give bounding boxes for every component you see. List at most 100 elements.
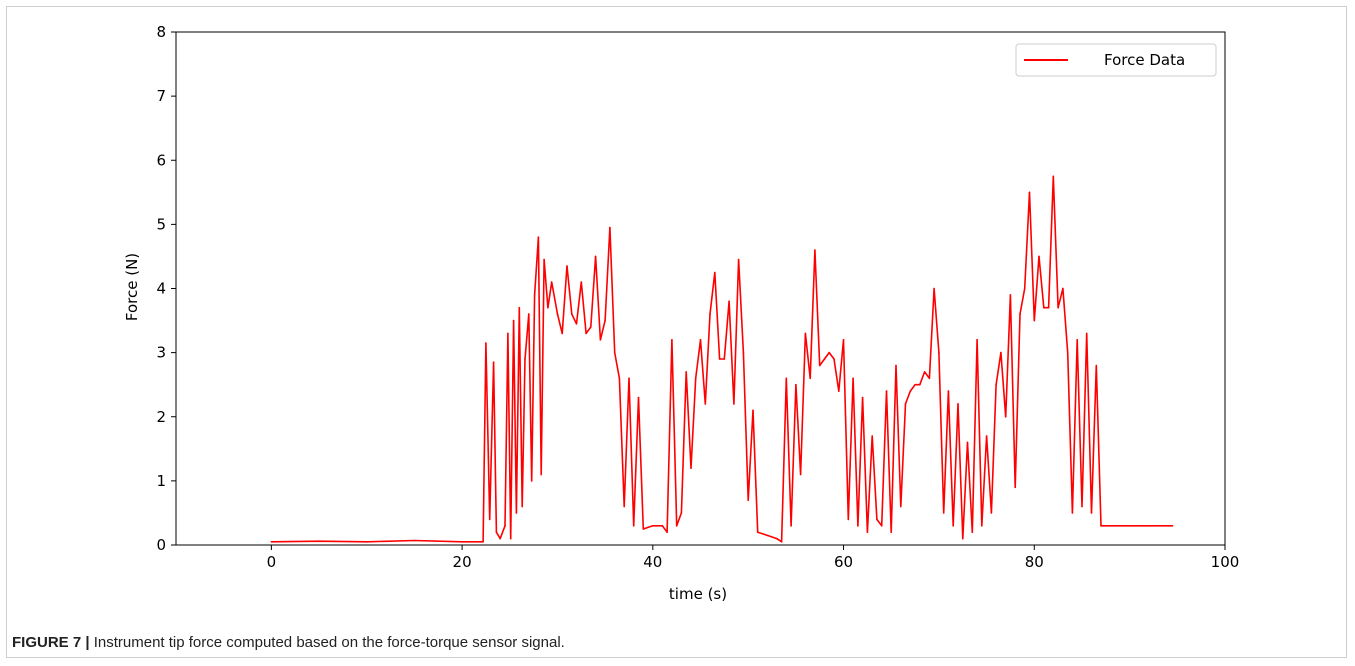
data-point <box>1128 525 1131 527</box>
data-point <box>604 319 606 322</box>
series-line-force-data <box>271 175 1173 543</box>
data-point <box>1057 306 1059 309</box>
data-point <box>533 294 536 296</box>
data-point <box>1052 175 1055 178</box>
data-point <box>833 358 835 360</box>
legend-label-force-data: Force Data <box>1104 51 1185 69</box>
x-tick-label: 80 <box>1025 553 1044 571</box>
data-point <box>530 480 533 482</box>
data-point <box>871 435 873 437</box>
data-point <box>685 371 687 373</box>
data-point <box>952 525 954 527</box>
data-point <box>995 383 997 386</box>
y-tick-label: 6 <box>156 151 166 169</box>
data-point <box>1023 287 1026 290</box>
data-point <box>866 531 869 533</box>
data-point <box>971 531 974 533</box>
data-point <box>919 383 921 386</box>
data-point <box>482 541 484 543</box>
data-point <box>699 339 702 341</box>
data-point <box>1062 287 1064 290</box>
data-point <box>1090 512 1093 514</box>
data-point <box>990 512 993 514</box>
legend-box <box>1015 43 1217 77</box>
y-tick-label: 7 <box>156 87 166 105</box>
data-point <box>495 531 498 533</box>
data-point <box>561 332 563 335</box>
data-point <box>365 541 368 543</box>
data-point <box>766 534 769 537</box>
data-point <box>540 473 542 476</box>
data-point <box>547 306 549 309</box>
data-point <box>1019 313 1021 315</box>
data-point <box>590 326 592 328</box>
data-point <box>690 467 692 469</box>
x-tick-label: 20 <box>453 553 472 571</box>
data-point <box>623 505 625 508</box>
data-point <box>1043 306 1045 309</box>
data-point <box>947 390 950 392</box>
data-point <box>923 371 926 373</box>
data-point <box>1047 306 1050 309</box>
data-point <box>942 512 945 514</box>
data-point <box>842 339 845 341</box>
data-point <box>876 518 878 521</box>
data-point <box>1000 351 1002 354</box>
data-point <box>909 390 912 392</box>
data-point <box>599 339 602 341</box>
data-point <box>785 377 788 380</box>
plot-area-frame <box>175 31 1226 546</box>
data-point <box>507 332 509 335</box>
figure-caption-label: FIGURE 7 | <box>12 634 90 651</box>
data-point <box>461 541 463 543</box>
x-tick-label: 40 <box>643 553 662 571</box>
data-point <box>1009 294 1012 296</box>
data-point <box>938 351 940 354</box>
data-point <box>747 499 749 501</box>
data-point <box>804 332 807 335</box>
data-point <box>1095 364 1098 367</box>
data-point <box>521 505 523 508</box>
data-point <box>1033 319 1036 322</box>
data-point <box>413 539 416 542</box>
figure-frame <box>6 6 1347 658</box>
data-point <box>618 377 621 380</box>
data-point <box>981 525 983 527</box>
data-point <box>828 351 830 354</box>
data-point <box>270 541 273 543</box>
data-point <box>543 258 545 261</box>
data-point <box>671 339 673 341</box>
data-point <box>528 313 530 315</box>
data-point <box>613 351 616 354</box>
data-point <box>742 351 745 354</box>
data-point <box>818 364 821 367</box>
data-point <box>737 258 740 261</box>
figure-caption: FIGURE 7 | Instrument tip force computed… <box>12 634 565 651</box>
data-point <box>704 403 707 405</box>
data-point <box>733 403 735 405</box>
data-point <box>1109 525 1112 527</box>
data-point <box>680 512 683 514</box>
y-tick-label: 2 <box>156 408 166 426</box>
data-point <box>976 339 978 341</box>
data-point <box>857 525 859 527</box>
y-tick-label: 5 <box>156 215 166 233</box>
data-point <box>795 383 797 386</box>
data-point <box>895 364 897 367</box>
data-point <box>1171 525 1174 527</box>
y-tick-label: 3 <box>156 344 166 362</box>
data-point <box>628 377 630 380</box>
x-tick-label: 60 <box>834 553 853 571</box>
data-point <box>985 435 988 437</box>
data-point <box>1085 332 1088 335</box>
axes-layer: 0 20 40 60 80 100 0 1 2 3 4 5 6 7 8 <box>156 23 1239 571</box>
data-point <box>933 287 935 290</box>
data-point <box>580 281 583 283</box>
data-point <box>318 540 320 542</box>
y-tick-label: 0 <box>156 536 166 554</box>
data-point <box>852 377 854 380</box>
data-point <box>1028 191 1031 194</box>
data-point <box>838 390 840 392</box>
data-point <box>957 403 959 405</box>
data-point <box>512 319 515 322</box>
